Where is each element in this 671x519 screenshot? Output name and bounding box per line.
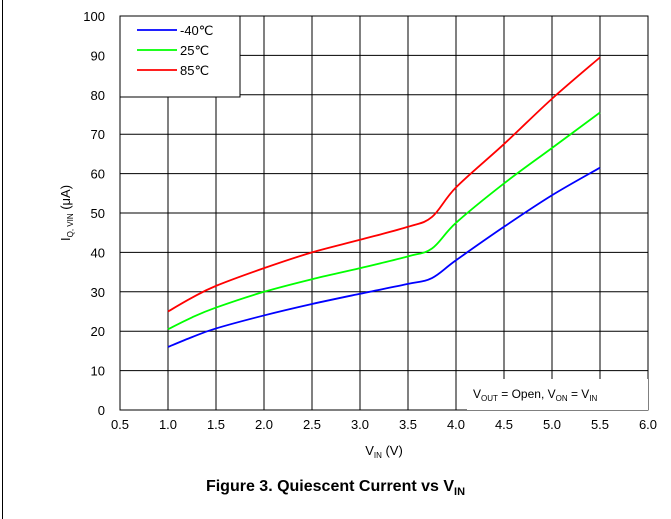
y-tick-label: 40	[91, 245, 105, 260]
x-axis-ticks: 0.5 1.0 1.5 2.0 2.5 3.0 3.5 4.0 4.5 5.0 5.5 6.0	[111, 417, 657, 432]
y-tick-label: 20	[91, 324, 105, 339]
x-axis-title: VIN (V)	[365, 443, 403, 460]
legend-label: 85℃	[180, 63, 209, 78]
series-layer	[167, 56, 601, 348]
series-line-3	[167, 56, 601, 313]
figure-caption: Figure 3. Quiescent Current vs VIN	[205, 478, 466, 499]
x-tick-label: 1.5	[207, 417, 225, 432]
series-line-2	[167, 111, 601, 331]
series-line-1	[167, 166, 601, 348]
x-tick-label: 4.0	[447, 417, 465, 432]
legend: -40℃ 25℃ 85℃	[119, 15, 241, 98]
x-tick-label: 0.5	[111, 417, 129, 432]
y-tick-label: 60	[91, 167, 105, 182]
x-tick-label: 6.0	[639, 417, 657, 432]
conditions-annotation: VOUT = Open, VON = VIN	[467, 379, 648, 410]
x-tick-label: 3.5	[399, 417, 417, 432]
y-tick-label: 70	[91, 127, 105, 142]
y-tick-label: 50	[91, 206, 105, 221]
legend-label: -40℃	[180, 23, 213, 38]
x-tick-label: 5.0	[543, 417, 561, 432]
plot-area-frame	[119, 15, 649, 411]
conditions-text: VOUT = Open, VON = VIN	[473, 387, 598, 403]
x-tick-label: 3.0	[351, 417, 369, 432]
legend-label: 25℃	[180, 43, 209, 58]
annotation-box	[467, 379, 648, 410]
line-chart: 0.5 1.0 1.5 2.0 2.5 3.0 3.5 4.0 4.5 5.0 5.5 6.0 0 10…	[58, 9, 657, 460]
y-axis-ticks: 0 10 20 30 40 50 60 70 80 90 100	[83, 9, 105, 418]
x-tick-label: 1.0	[159, 417, 177, 432]
y-axis-title: IQ, VIN (μA)	[58, 185, 75, 241]
x-tick-label: 2.5	[303, 417, 321, 432]
y-tick-label: 90	[91, 48, 105, 63]
x-tick-label: 4.5	[495, 417, 513, 432]
y-tick-label: 80	[91, 88, 105, 103]
y-tick-label: 10	[91, 364, 105, 379]
x-tick-label: 5.5	[591, 417, 609, 432]
y-tick-label: 100	[83, 9, 105, 24]
page-border	[2, 0, 3, 519]
y-tick-label: 0	[98, 403, 105, 418]
x-tick-label: 2.0	[255, 417, 273, 432]
y-tick-label: 30	[91, 285, 105, 300]
